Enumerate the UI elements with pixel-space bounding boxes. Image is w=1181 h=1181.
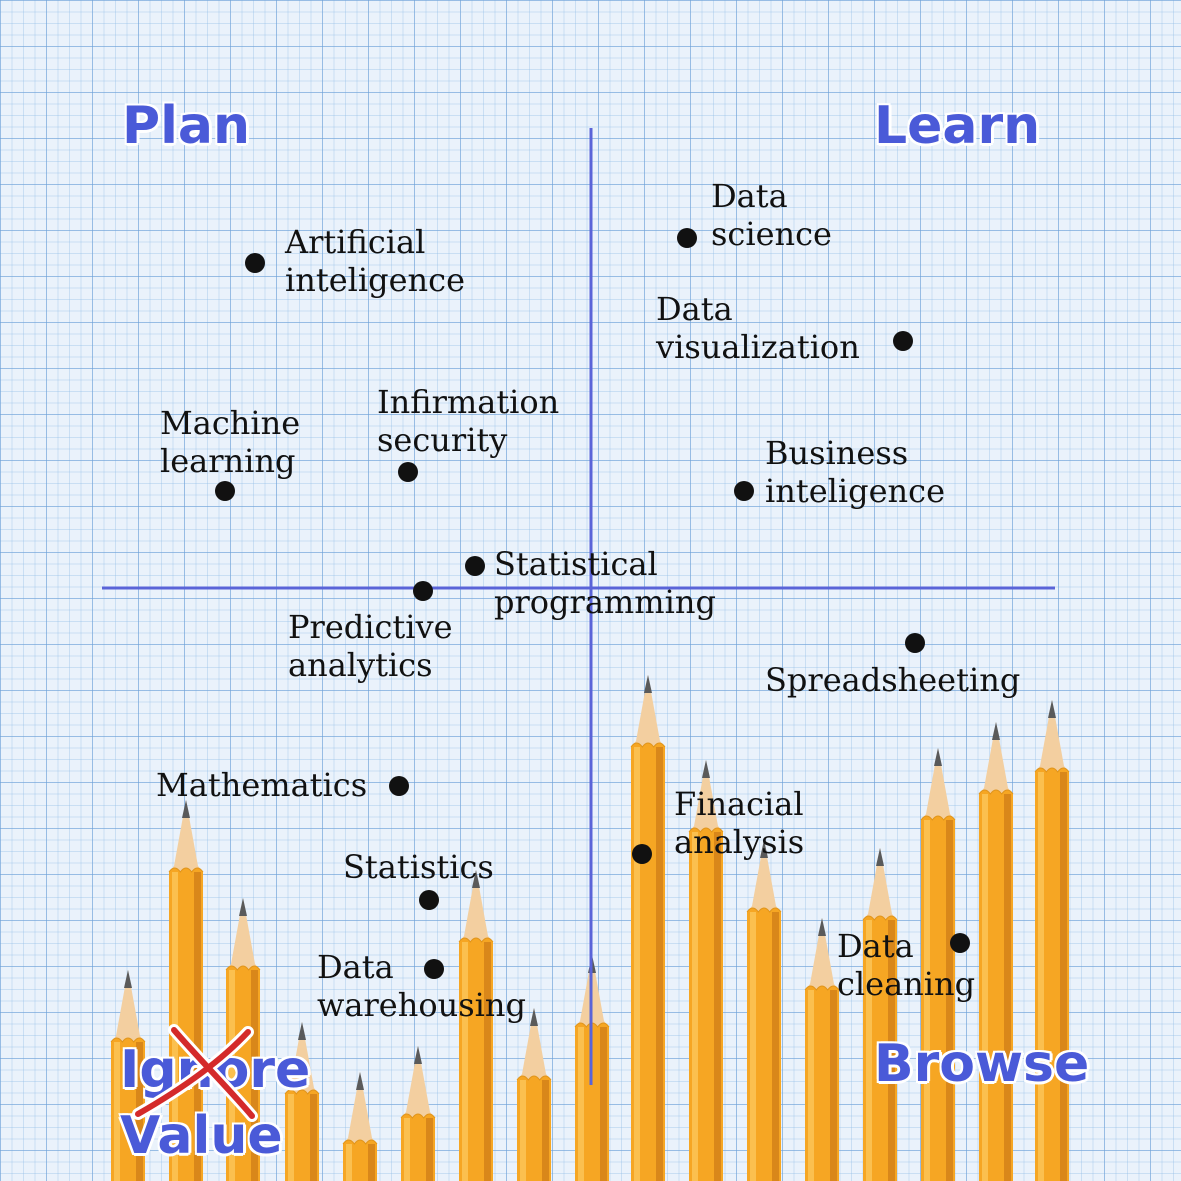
item-label: Predictive analytics [288,608,453,684]
quadrant-axes [102,128,1055,1085]
pencil [862,848,898,1181]
marker-dot [950,933,970,953]
item-label: Spreadsheeting [765,661,1021,699]
marker-dot [893,331,913,351]
item-label: Statistics [343,848,494,886]
pencil [1034,700,1070,1181]
pencil [746,840,782,1181]
marker-dot [734,481,754,501]
pencil [978,722,1014,1181]
item-label: Data science [711,177,832,253]
item-label: Mathematics [156,766,368,804]
pencil [804,918,840,1181]
item-label: Infirmation security [377,383,560,459]
item-label: Data warehousing [317,948,526,1024]
pencil [225,898,261,1181]
item-label: Machine learning [160,404,301,480]
pencil [458,870,494,1181]
marker-dot [465,556,485,576]
cross-out-mark [132,1024,258,1122]
pencil [400,1046,436,1181]
pencil [630,675,666,1181]
marker-dot [215,481,235,501]
quadrant-learn: Learn [874,96,1041,156]
quadrant-plan: Plan [122,96,251,156]
pencil [342,1072,378,1181]
item-label: Artificial inteligence [285,223,465,299]
marker-dot [905,633,925,653]
marker-dot [424,959,444,979]
marker-dot [389,776,409,796]
item-label: Business inteligence [765,434,945,510]
item-label: Finacial analysis [674,785,805,861]
pencil [516,1008,552,1181]
pencils-group [110,675,1070,1181]
item-label: Data cleaning [837,927,976,1003]
marker-dot [398,462,418,482]
quadrant-browse: Browse [874,1034,1090,1094]
item-label: Data visualization [656,290,860,366]
marker-dot [413,581,433,601]
item-label: Statistical programming [494,545,716,621]
marker-dot [245,253,265,273]
marker-dot [677,228,697,248]
marker-dot [632,844,652,864]
pencil [284,1022,320,1181]
marker-dot [419,890,439,910]
pencil [920,748,956,1181]
pencil [688,760,724,1181]
